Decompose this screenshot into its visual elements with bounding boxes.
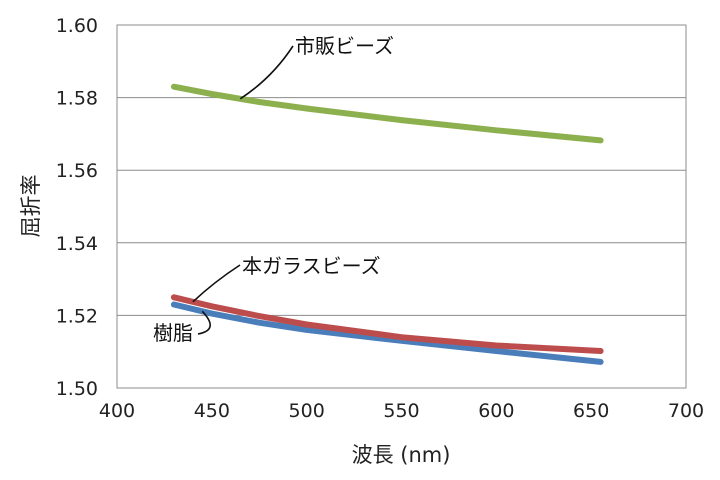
series-line bbox=[170, 301, 604, 365]
x-tick-label: 400 bbox=[99, 400, 135, 422]
plot-area-border bbox=[116, 24, 687, 389]
annotation-leader bbox=[197, 310, 211, 335]
x-tick-label: 700 bbox=[668, 400, 704, 422]
y-tick-label: 1.50 bbox=[56, 378, 98, 400]
x-tick-label: 500 bbox=[289, 400, 325, 422]
x-axis-title: 波長 (nm) bbox=[352, 443, 451, 467]
y-tick-label: 1.52 bbox=[56, 305, 98, 327]
series-layer bbox=[170, 83, 604, 365]
series-line bbox=[170, 83, 604, 144]
y-tick-label: 1.54 bbox=[56, 233, 98, 255]
annotation-leader bbox=[192, 264, 241, 303]
x-tick-label: 600 bbox=[478, 400, 514, 422]
series-label: 市販ビーズ bbox=[295, 34, 394, 58]
grid bbox=[117, 97, 686, 316]
annotation-leader bbox=[239, 45, 294, 100]
series-label: 樹脂 bbox=[153, 321, 193, 345]
series-label: 本ガラスビーズ bbox=[242, 254, 381, 278]
x-tick-label: 650 bbox=[573, 400, 609, 422]
plot-frame bbox=[116, 24, 687, 389]
y-tick-label: 1.58 bbox=[56, 88, 98, 110]
y-tick-label: 1.60 bbox=[56, 15, 98, 37]
x-tick-label: 450 bbox=[194, 400, 230, 422]
tick-labels: 1.50 1.52 1.54 1.56 1.58 1.60 400 450 500 550 600 6… bbox=[56, 15, 704, 422]
x-tick-label: 550 bbox=[383, 400, 419, 422]
y-tick-label: 1.56 bbox=[56, 160, 98, 182]
y-axis-title: 屈折率 bbox=[19, 175, 43, 238]
series-line bbox=[170, 294, 604, 354]
